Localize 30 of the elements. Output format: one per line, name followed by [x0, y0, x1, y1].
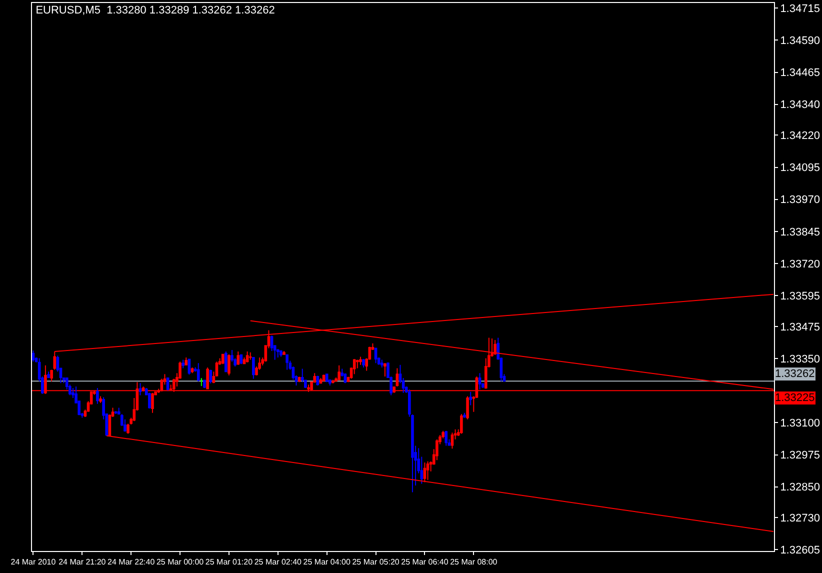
y-tick-label: 1.34095: [780, 162, 820, 174]
y-tick-label: 1.33350: [780, 353, 820, 366]
x-tick-label: 25 Mar 08:00: [450, 558, 498, 567]
y-tick-label: 1.32975: [780, 450, 820, 462]
y-tick-label: 1.33845: [780, 226, 820, 238]
ref-line-label: 1.33225: [775, 392, 815, 404]
y-tick-label: 1.32730: [780, 512, 820, 524]
x-tick-label: 25 Mar 00:00: [156, 558, 204, 567]
y-tick-label: 1.34465: [780, 67, 820, 80]
y-tick-label: 1.34590: [780, 35, 820, 48]
y-tick-label: 1.33720: [780, 258, 820, 270]
x-tick-label: 24 Mar 2010: [10, 558, 56, 567]
y-tick-label: 1.33475: [780, 321, 820, 334]
x-tick-label: 25 Mar 05:20: [352, 558, 400, 567]
x-tick-label: 25 Mar 01:20: [205, 558, 254, 567]
y-tick-label: 1.34340: [780, 99, 820, 112]
x-tick-label: 24 Mar 22:40: [108, 558, 156, 567]
x-tick-label: 25 Mar 02:40: [254, 558, 302, 567]
x-tick-label: 24 Mar 21:20: [58, 558, 106, 567]
y-tick-label: 1.34220: [780, 130, 820, 142]
y-tick-label: 1.32850: [780, 482, 820, 494]
y-tick-label: 1.33100: [780, 418, 820, 430]
x-tick-label: 25 Mar 04:00: [303, 558, 351, 567]
y-tick-label: 1.33595: [780, 290, 820, 302]
y-tick-label: 1.34715: [780, 2, 820, 15]
ref-line-label: 1.33262: [775, 368, 815, 380]
y-tick-label: 1.33970: [780, 194, 820, 206]
chart-title: EURUSD,M5 1.33280 1.33289 1.33262 1.33262: [36, 4, 275, 16]
y-tick-label: 1.32605: [780, 544, 820, 557]
x-tick-label: 25 Mar 06:40: [401, 558, 449, 567]
